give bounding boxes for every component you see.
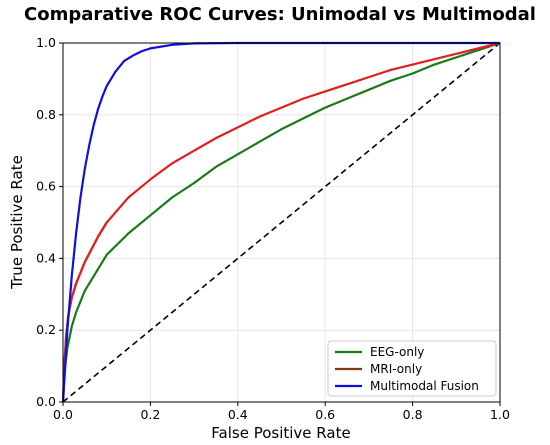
x-axis-label: False Positive Rate (211, 424, 350, 442)
y-tick-label: 0.8 (36, 107, 56, 122)
legend: EEG-only MRI-only Multimodal Fusion (327, 340, 497, 397)
x-tick-label: 0.4 (228, 407, 248, 422)
chart-title: Comparative ROC Curves: Unimodal vs Mult… (24, 4, 536, 25)
legend-label-mri-only: MRI-only (370, 362, 422, 376)
series-line-unnamed-2 (61, 41, 501, 403)
y-tick-label: 1.0 (36, 35, 56, 50)
y-tick-label: 0.4 (36, 250, 56, 265)
plot-frame (62, 42, 501, 403)
x-tick-label: 0.8 (403, 407, 423, 422)
y-tick-label: 0.6 (36, 179, 56, 194)
x-tick-label: 0.6 (315, 407, 335, 422)
y-axis-label: True Positive Rate (8, 155, 26, 290)
legend-entries: EEG-only MRI-only Multimodal Fusion (335, 345, 479, 393)
legend-label-eeg-only: EEG-only (370, 345, 424, 359)
x-tick-label: 1.0 (490, 407, 510, 422)
axis-ticks: 0.0 0.2 0.4 0.6 0.8 1.0 0.0 0.2 0.4 0.6 0.8 1.0 (36, 35, 510, 422)
legend-label-multimodal-fusion: Multimodal Fusion (370, 379, 479, 393)
reference-line-layer (62, 42, 501, 403)
x-tick-label: 0.0 (53, 407, 73, 422)
chance-reference-line (62, 42, 501, 403)
y-tick-label: 0.2 (36, 322, 56, 337)
x-tick-label: 0.2 (140, 407, 160, 422)
y-tick-label: 0.0 (36, 394, 56, 409)
series-line-eeg-only (61, 41, 501, 403)
legend-box (327, 340, 497, 397)
